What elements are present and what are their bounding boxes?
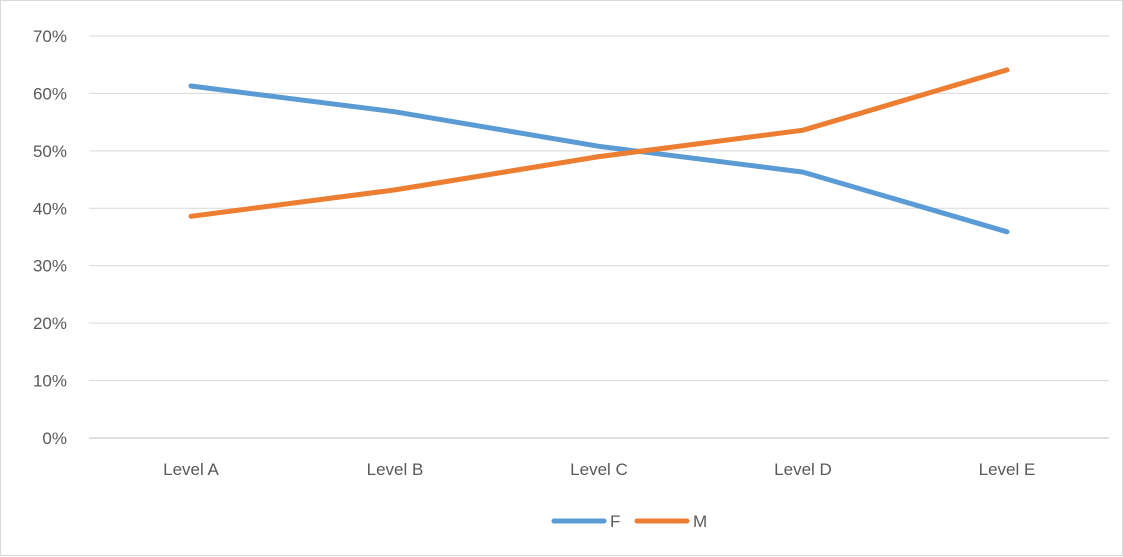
y-tick-label: 20% [33, 314, 67, 333]
y-tick-label: 70% [33, 27, 67, 46]
y-tick-label: 60% [33, 84, 67, 103]
legend-label-f: F [610, 512, 620, 531]
x-tick-label: Level B [367, 460, 424, 479]
y-tick-label: 40% [33, 199, 67, 218]
x-tick-label: Level D [774, 460, 832, 479]
series-line-f [188, 83, 1010, 235]
gridlines [89, 35, 1109, 439]
y-tick-label: 0% [42, 429, 67, 448]
series-line-m [188, 67, 1010, 219]
y-axis-ticks: 0% 10% 20% 30% 40% 50% 60% 70% [33, 27, 67, 448]
series-lines [188, 67, 1010, 235]
x-tick-label: Level C [570, 460, 628, 479]
x-tick-label: Level A [163, 460, 219, 479]
x-tick-label: Level E [979, 460, 1036, 479]
x-axis-ticks: Level A Level B Level C Level D Level E [163, 460, 1035, 479]
legend-label-m: M [693, 512, 707, 531]
y-tick-label: 30% [33, 257, 67, 276]
y-tick-label: 10% [33, 372, 67, 391]
y-tick-label: 50% [33, 142, 67, 161]
